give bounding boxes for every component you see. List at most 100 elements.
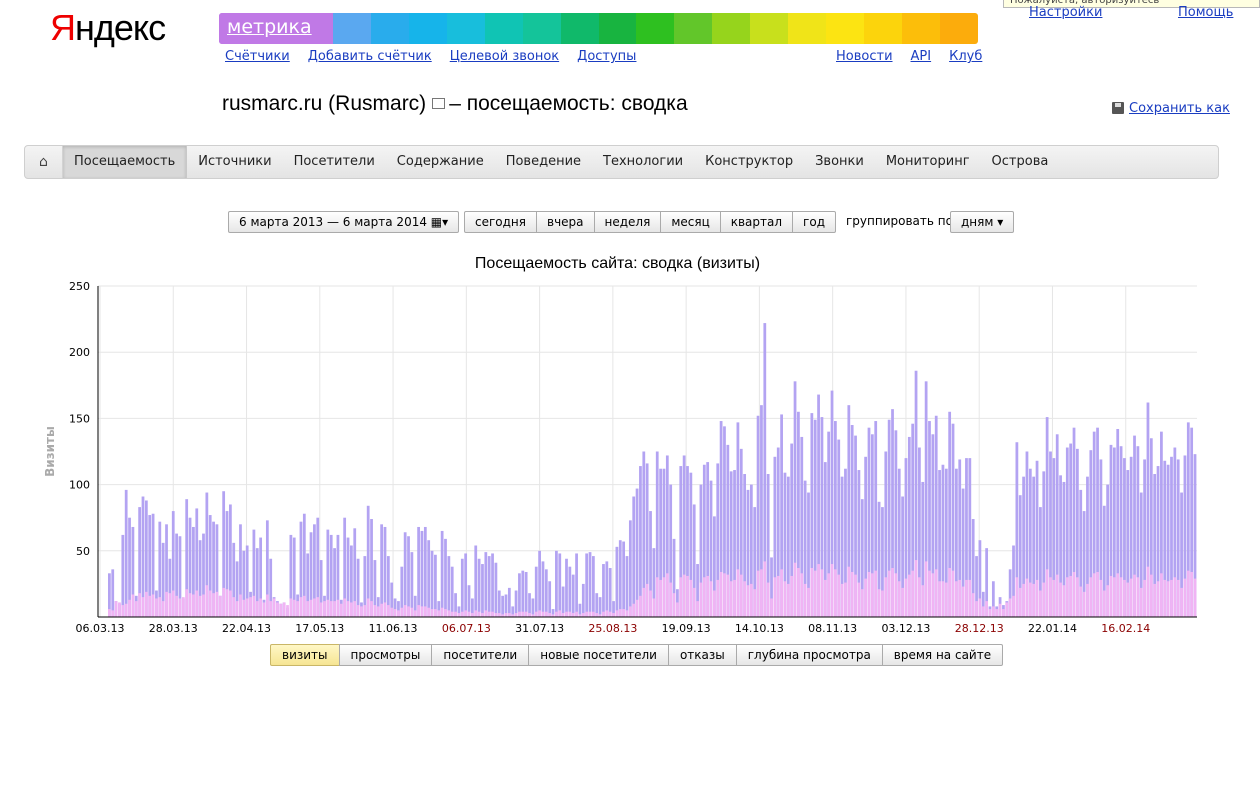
nav-link-access[interactable]: Доступы <box>577 49 637 64</box>
tab-monitoring[interactable]: Мониторинг <box>885 154 970 169</box>
yandex-logo[interactable]: Яндекс <box>50 7 166 48</box>
visits-bar <box>891 409 894 617</box>
metrika-logo-link[interactable]: метрика <box>219 13 333 44</box>
metric-tab-visits[interactable]: визиты <box>270 644 340 666</box>
sub-bar <box>1002 609 1005 617</box>
home-icon[interactable]: ⌂ <box>25 146 63 178</box>
visits-bar <box>968 458 972 617</box>
visits-bar <box>467 585 471 617</box>
nav-link-club[interactable]: Клуб <box>949 49 983 64</box>
sub-bar <box>1186 570 1190 617</box>
tab-content[interactable]: Содержание <box>396 154 484 169</box>
tab-calls[interactable]: Звонки <box>815 154 864 169</box>
sub-bar <box>108 609 111 617</box>
sub-bar <box>911 570 915 617</box>
sub-bar <box>336 599 340 617</box>
visits-bar <box>1086 476 1089 617</box>
visits-bar <box>870 434 874 617</box>
nav-link-add-counter[interactable]: Добавить счётчик <box>307 49 432 64</box>
help-link[interactable]: Помощь <box>1178 5 1234 20</box>
sub-bar <box>262 602 266 617</box>
sub-bar <box>471 613 474 617</box>
tab-behavior[interactable]: Поведение <box>505 154 582 169</box>
counter-info-icon[interactable] <box>432 97 446 109</box>
tab-sources[interactable]: Источники <box>198 154 272 169</box>
rainbow-segment <box>408 13 447 44</box>
sub-bar <box>192 594 195 617</box>
period-week-button[interactable]: неделя <box>593 211 662 233</box>
sub-bar <box>1193 578 1197 617</box>
nav-link-target-call[interactable]: Целевой звонок <box>449 49 560 64</box>
metric-tab-depth[interactable]: глубина просмотра <box>735 644 883 666</box>
sub-bar <box>484 610 488 617</box>
period-year-button[interactable]: год <box>792 211 836 233</box>
sub-bar <box>1032 583 1036 617</box>
sub-bar <box>901 587 904 617</box>
period-quarter-button[interactable]: квартал <box>719 211 794 233</box>
tab-islands[interactable]: Острова <box>991 154 1049 169</box>
sub-bar <box>975 601 978 617</box>
visits-bar <box>743 474 747 617</box>
nav-link-news[interactable]: Новости <box>836 49 893 64</box>
sub-bar <box>894 573 898 617</box>
visits-bar <box>141 496 145 617</box>
sub-bar <box>1092 573 1096 617</box>
sub-bar <box>1143 579 1146 617</box>
visits-bar <box>202 533 205 617</box>
metric-tab-visitors[interactable]: посетители <box>431 644 530 666</box>
sub-bar <box>1045 569 1049 617</box>
settings-link[interactable]: Настройки <box>1029 5 1103 20</box>
sub-bar <box>420 606 424 617</box>
tab-constructor[interactable]: Конструктор <box>705 154 794 169</box>
visits-bar <box>756 415 760 617</box>
visits-bar <box>1149 438 1153 617</box>
sub-bar <box>524 611 528 617</box>
metric-tab-pageviews[interactable]: просмотры <box>338 644 433 666</box>
visits-bar <box>1059 475 1062 617</box>
sub-bar <box>171 590 175 617</box>
metric-tab-new-visitors[interactable]: новые посетители <box>528 644 669 666</box>
visits-bar <box>958 459 962 617</box>
tab-visitors[interactable]: Посетители <box>293 154 375 169</box>
nav-link-counters[interactable]: Счётчики <box>225 49 290 64</box>
period-yesterday-button[interactable]: вчера <box>536 211 595 233</box>
chevron-down-icon: ▾ <box>997 215 1004 229</box>
group-by-select[interactable]: дням ▾ <box>950 211 1015 233</box>
sub-bar <box>151 594 155 617</box>
metric-tab-bounces[interactable]: отказы <box>667 644 737 666</box>
period-today-button[interactable]: сегодня <box>464 211 537 233</box>
visits-bar <box>797 411 800 617</box>
sub-bar <box>413 610 417 617</box>
visits-bar <box>538 550 541 617</box>
sub-bar <box>951 570 955 617</box>
visits-bar <box>632 496 636 617</box>
sub-bar <box>319 602 323 617</box>
sub-bar <box>329 601 333 617</box>
x-tick-label: 11.06.13 <box>369 622 418 635</box>
date-range-picker[interactable]: 6 марта 2013 — 6 марта 2014 ▦▾ <box>228 211 460 233</box>
visits-bar <box>148 515 152 617</box>
sub-bar <box>188 593 192 617</box>
sub-bar <box>296 601 299 617</box>
sub-bar <box>447 610 451 617</box>
visits-bar <box>326 529 330 617</box>
sub-bar <box>242 599 246 617</box>
visits-bar <box>1089 450 1093 617</box>
sub-bar <box>497 613 501 617</box>
visits-bar <box>887 419 891 617</box>
metric-tabs: визиты просмотры посетители новые посети… <box>270 644 1004 666</box>
tab-attendance[interactable]: Посещаемость <box>63 146 188 178</box>
save-as-link[interactable]: Сохранить как <box>1112 101 1230 116</box>
period-month-button[interactable]: месяц <box>660 211 721 233</box>
sub-bar <box>1136 577 1140 617</box>
visits-bar <box>783 472 787 617</box>
nav-link-api[interactable]: API <box>910 49 932 64</box>
visits-bar <box>1156 466 1160 617</box>
visits-bar <box>877 501 881 617</box>
sub-bar <box>302 595 306 617</box>
visits-bar <box>511 606 515 617</box>
sub-bar <box>571 613 575 617</box>
tab-technologies[interactable]: Технологии <box>603 154 684 169</box>
metric-tab-time-on-site[interactable]: время на сайте <box>881 644 1004 666</box>
visits-bar <box>726 444 730 617</box>
